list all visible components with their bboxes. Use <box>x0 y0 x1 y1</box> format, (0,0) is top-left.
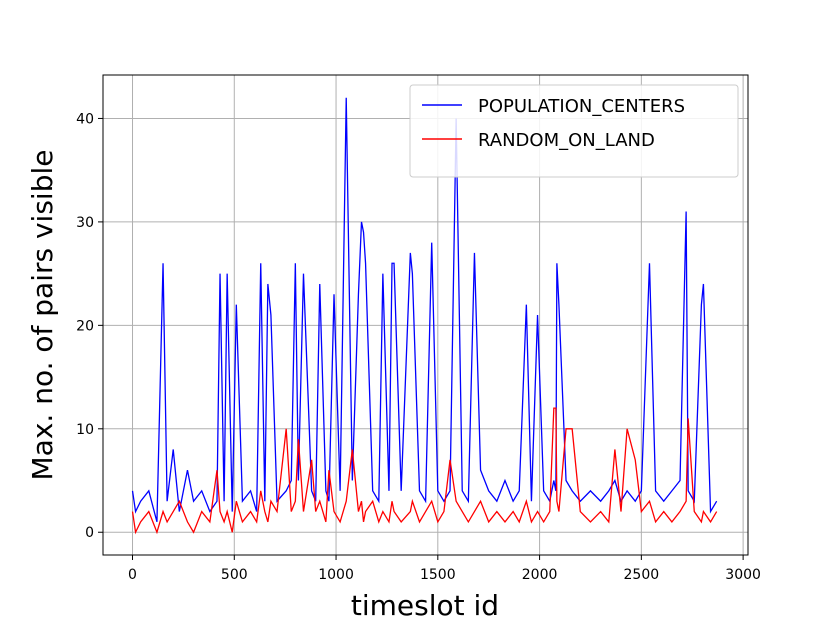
x-axis-label: timeslot id <box>351 589 499 622</box>
x-tick-label: 2500 <box>624 567 660 583</box>
series-line <box>131 97 718 523</box>
x-tick-label: 1500 <box>420 567 456 583</box>
x-tick-label: 0 <box>128 567 137 583</box>
legend: POPULATION_CENTERS RANDOM_ON_LAND <box>409 84 739 178</box>
legend-label: RANDOM_ON_LAND <box>478 130 655 151</box>
legend-box <box>409 84 739 178</box>
x-tick-label: 3000 <box>725 567 761 583</box>
y-tick-label: 30 <box>76 215 94 231</box>
y-tick-label: 0 <box>85 525 94 541</box>
y-axis-label: Max. no. of pairs visible <box>26 150 59 481</box>
x-tick-label: 1000 <box>318 567 354 583</box>
legend-label: POPULATION_CENTERS <box>478 96 685 117</box>
x-tick-label: 2000 <box>522 567 558 583</box>
y-tick-label: 40 <box>76 111 94 127</box>
y-tick-label: 10 <box>76 422 94 438</box>
y-tick-label: 20 <box>76 318 94 334</box>
x-tick-label: 500 <box>221 567 248 583</box>
plot-frame <box>102 74 749 556</box>
series-line <box>131 407 718 535</box>
